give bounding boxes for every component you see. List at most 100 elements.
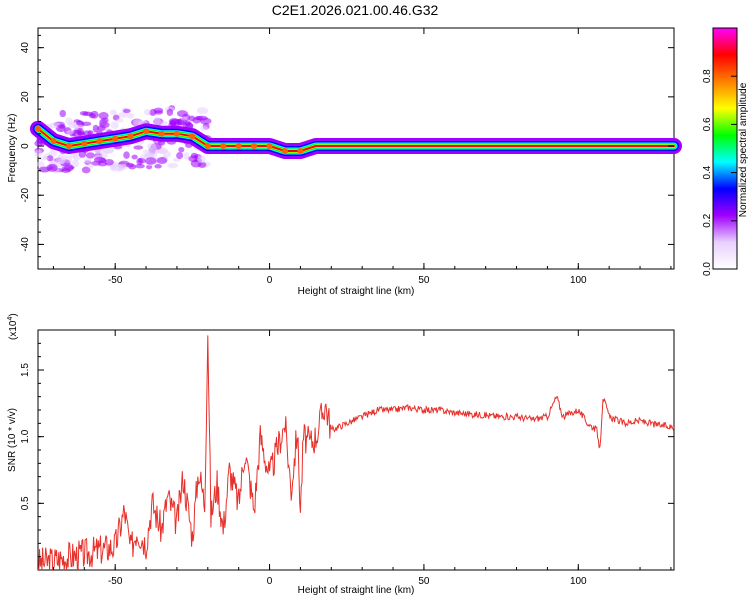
spectrogram-noise-blob (79, 110, 89, 116)
colorbar-label: Normalized spectral amplitude (738, 82, 749, 217)
spectrogram-noise-blob (110, 121, 119, 130)
spectrogram-noise-blob (67, 122, 78, 129)
spectrogram-noise-blob (199, 117, 212, 125)
spectrogram-peak-point (50, 138, 57, 145)
spectrogram-noise-blob (167, 162, 179, 169)
spectrogram-noise-blob (123, 151, 130, 159)
colorbar-tick-label: 0.2 (702, 213, 713, 227)
spectrogram-ytick-label: -40 (20, 237, 31, 252)
spectrogram-noise-blob (93, 156, 106, 163)
spectrogram-noise-blob (46, 155, 54, 162)
spectrogram-peak-point (189, 133, 196, 140)
spectrogram-noise-blob (37, 156, 50, 161)
spectrogram-noise-blob (85, 152, 96, 159)
spectrogram-noise-blob (104, 147, 115, 154)
spectrogram-noise-blob (166, 108, 174, 116)
spectrogram-noise-blob (200, 126, 208, 131)
spectrogram-noise-blob (110, 165, 117, 171)
spectrogram-noise-blob (59, 109, 66, 118)
snr-xtick-label: 100 (570, 576, 587, 587)
scale-exponent: 4 (7, 317, 14, 321)
spectrogram-noise-blob (87, 163, 94, 169)
snr-xtick-label: 50 (418, 576, 430, 587)
spectrogram-peak-point (251, 143, 258, 150)
spectrogram-noise-blob (154, 110, 164, 115)
spectrogram-noise-blob (97, 125, 106, 131)
spectrogram-noise-blob (154, 164, 162, 169)
spectrogram-panel: -50 0 50 100 -40 -20 0 20 40 Height of straight … (7, 27, 682, 297)
spectrogram-noise-blob (76, 127, 84, 136)
spectrogram-peak-point (235, 143, 242, 150)
spectrogram-peak-point (281, 147, 288, 154)
spectrogram-noise-blob (196, 155, 206, 163)
spectrogram-noise-blob (197, 161, 207, 168)
spectrogram-noise-blob (180, 116, 188, 121)
spectrogram-peak-point (96, 138, 103, 145)
spectrogram-noise-blob (147, 143, 157, 150)
spectrogram-noise-blob (36, 161, 45, 168)
spectrogram-noise-blob (178, 146, 185, 153)
spectrogram-noise-blob (122, 108, 131, 114)
scale-suffix: ) (8, 313, 19, 316)
spectrogram-noise-blob (58, 158, 66, 165)
spectrogram-noise-blob (176, 110, 188, 118)
spectrogram-peak-point (297, 147, 304, 154)
spectrogram-noise-blob (143, 108, 151, 116)
spectrogram-peak-point (127, 133, 134, 140)
spectrogram-ytick-label: 40 (20, 42, 31, 54)
snr-line-group (37, 335, 675, 572)
figure-title: C2E1.2026.021.00.46.G32 (272, 2, 439, 18)
spectrogram-xtick-label: -50 (108, 275, 123, 286)
colorbar-ticks: 0.0 0.2 0.4 0.6 0.8 (702, 69, 737, 276)
spectrogram-noise-blob (116, 164, 124, 172)
spectrogram-ytick-label: -20 (20, 188, 31, 203)
spectrogram-ylabel: Frequency (Hz) (7, 114, 18, 183)
svg-text:(x104): (x104) (7, 313, 19, 340)
spectrogram-peak-point (143, 128, 150, 135)
spectrogram-noise-blob (149, 108, 157, 116)
spectrogram-peak-point (65, 143, 72, 150)
colorbar-tick-label: 0.4 (702, 165, 713, 179)
spectrogram-peak-point (204, 143, 211, 150)
spectrogram-noise-blob (90, 110, 99, 119)
spectrogram-noise-blob (144, 157, 157, 165)
spectrogram-noise-blob (98, 112, 109, 120)
spectrogram-noise-blob (34, 140, 43, 147)
spectrogram-xlabel: Height of straight line (km) (298, 286, 415, 297)
spectrogram-blobs (30, 105, 682, 174)
spectrogram-noise-blob (84, 158, 91, 164)
spectrogram-noise-blob (46, 163, 58, 172)
spectrogram-noise-blob (126, 112, 135, 119)
spectrogram-noise-blob (99, 118, 107, 127)
spectrogram-noise-blob (125, 162, 135, 168)
spectrogram-noise-blob (170, 119, 177, 127)
snr-ticks: -50 0 50 100 0.5 1.0 1.5 (20, 330, 674, 587)
spectrogram-noise-blob (92, 124, 99, 133)
spectrogram-peak-point (81, 140, 88, 147)
spectrogram-noise-blob (135, 163, 145, 169)
spectrogram-xtick-label: 100 (570, 275, 587, 286)
spectrogram-ytick-label: 20 (20, 91, 31, 103)
snr-series-line (37, 335, 675, 572)
snr-ytick-label: 1.0 (20, 429, 31, 443)
spectrogram-noise-blob (66, 130, 74, 135)
spectrogram-noise-blob (156, 156, 168, 165)
spectrogram-noise-blob (109, 109, 117, 116)
spectrogram-xtick-label: 50 (418, 275, 430, 286)
snr-xtick-label: 0 (267, 576, 273, 587)
spectrogram-noise-blob (117, 112, 128, 118)
colorbar-tick-label: 0.0 (702, 262, 713, 276)
snr-xtick-label: -50 (108, 576, 123, 587)
spectrogram-ytick-label: 0 (20, 143, 31, 149)
snr-panel: -50 0 50 100 0.5 1.0 1.5 Height of straight li… (7, 313, 675, 596)
spectrogram-noise-blob (104, 158, 114, 166)
spectrogram-noise-blob (81, 166, 91, 174)
colorbar-tick-label: 0.8 (702, 69, 713, 83)
spectrogram-noise-blob (76, 119, 83, 126)
colorbar-strip (712, 27, 738, 270)
spectrogram-peak-point (35, 125, 41, 132)
snr-ytick-label: 0.5 (20, 496, 31, 510)
spectrogram-noise-blob (192, 117, 201, 124)
spectrogram-noise-blob (71, 159, 80, 168)
